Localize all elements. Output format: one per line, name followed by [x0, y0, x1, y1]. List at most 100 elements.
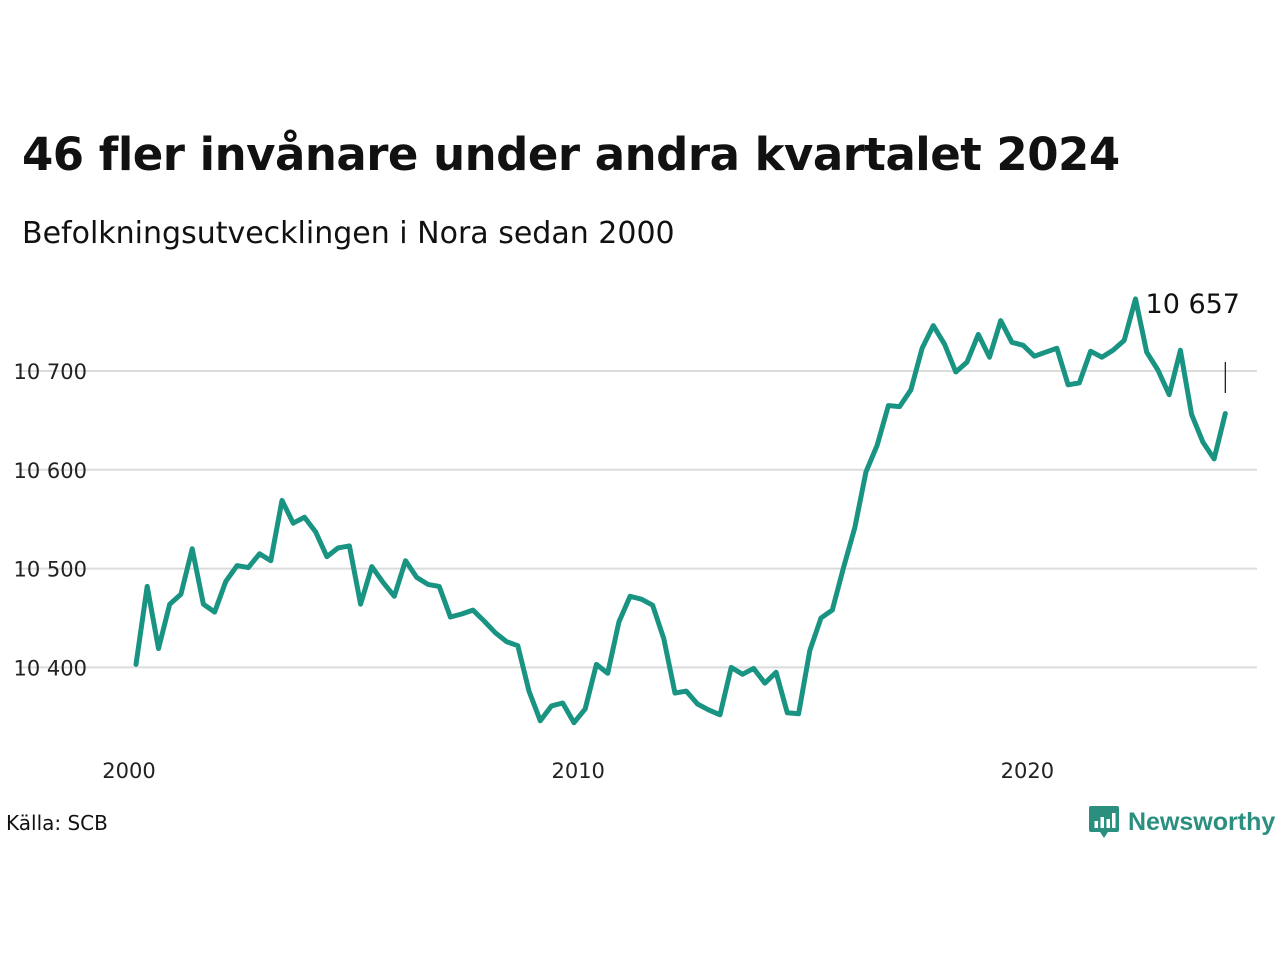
brand-name: Newsworthy — [1128, 807, 1276, 836]
data-point — [257, 551, 262, 556]
data-point — [616, 619, 621, 624]
data-point — [987, 355, 992, 360]
data-point — [897, 404, 902, 409]
data-point — [302, 515, 307, 520]
source-note: Källa: SCB — [6, 811, 108, 835]
data-point — [414, 575, 419, 580]
data-point — [1066, 382, 1071, 387]
data-point — [953, 369, 958, 374]
data-point — [931, 323, 936, 328]
data-point — [796, 711, 801, 716]
data-point — [235, 563, 240, 568]
data-point — [920, 346, 925, 351]
data-point — [212, 610, 217, 615]
data-point — [324, 554, 329, 559]
data-point — [1189, 412, 1194, 417]
data-point — [145, 584, 150, 589]
data-point — [628, 594, 633, 599]
last-value-label: 10 657 — [1146, 289, 1240, 320]
data-point — [336, 545, 341, 550]
data-point — [1212, 456, 1217, 461]
data-point — [1167, 392, 1172, 397]
data-point — [1144, 350, 1149, 355]
data-point — [605, 671, 610, 676]
data-point — [560, 700, 565, 705]
data-point — [279, 498, 284, 503]
data-point — [156, 646, 161, 651]
data-point — [313, 530, 318, 535]
data-point — [807, 648, 812, 653]
annotation-group: 10 657 — [1146, 289, 1240, 393]
data-point — [190, 546, 195, 551]
data-point — [1009, 340, 1014, 345]
data-point — [1223, 411, 1228, 416]
data-point — [1088, 349, 1093, 354]
data-point — [1077, 380, 1082, 385]
data-point — [246, 565, 251, 570]
data-point — [819, 616, 824, 621]
data-point — [886, 403, 891, 408]
data-point — [965, 360, 970, 365]
data-point — [381, 580, 386, 585]
data-point — [347, 543, 352, 548]
data-point — [908, 387, 913, 392]
data-point — [470, 608, 475, 613]
data-point — [1122, 338, 1127, 343]
data-point — [875, 443, 880, 448]
x-tick-label: 2020 — [1001, 759, 1054, 783]
data-point — [504, 639, 509, 644]
data-point — [223, 579, 228, 584]
data-point — [650, 603, 655, 608]
data-point — [998, 318, 1003, 323]
grid-lines — [18, 370, 1257, 669]
data-point — [762, 681, 767, 686]
data-point — [571, 720, 576, 725]
data-point — [134, 662, 139, 667]
chart-title: 46 fler invånare under andra kvartalet 2… — [22, 128, 1120, 181]
data-point — [1032, 354, 1037, 359]
data-point — [515, 643, 520, 648]
data-point — [706, 707, 711, 712]
x-axis-tick-labels: 2000 2010 2020 — [102, 759, 1054, 783]
data-point — [1200, 440, 1205, 445]
data-point — [403, 558, 408, 563]
data-point — [717, 712, 722, 717]
data-point — [774, 670, 779, 675]
data-point — [729, 665, 734, 670]
y-axis-tick-labels: 10 400 10 500 10 600 10 700 — [14, 360, 87, 680]
data-point — [1021, 343, 1026, 348]
y-tick-label: 10 400 — [14, 656, 87, 680]
data-point — [673, 691, 678, 696]
data-point — [785, 710, 790, 715]
y-tick-label: 10 700 — [14, 360, 87, 384]
data-point — [538, 718, 543, 723]
data-point — [268, 558, 273, 563]
brand-logo[interactable]: Newsworthy — [1088, 804, 1275, 840]
data-point — [594, 662, 599, 667]
data-point — [1043, 350, 1048, 355]
data-point — [1178, 348, 1183, 353]
series-group — [133, 296, 1228, 726]
data-point — [1111, 348, 1116, 353]
data-point — [830, 608, 835, 613]
data-point — [437, 584, 442, 589]
y-tick-label: 10 500 — [14, 558, 87, 582]
data-point — [751, 666, 756, 671]
data-point — [549, 703, 554, 708]
series-line — [133, 296, 1228, 726]
data-point — [358, 602, 363, 607]
data-point — [583, 706, 588, 711]
data-point — [448, 615, 453, 620]
data-point — [1155, 368, 1160, 373]
data-point — [291, 521, 296, 526]
x-tick-label: 2000 — [102, 759, 155, 783]
data-point — [863, 469, 868, 474]
data-point — [201, 602, 206, 607]
data-point — [684, 689, 689, 694]
data-point — [661, 636, 666, 641]
y-tick-label: 10 600 — [14, 459, 87, 483]
data-point — [425, 582, 430, 587]
data-point — [1133, 296, 1138, 301]
bar-chart-icon — [1089, 806, 1119, 838]
